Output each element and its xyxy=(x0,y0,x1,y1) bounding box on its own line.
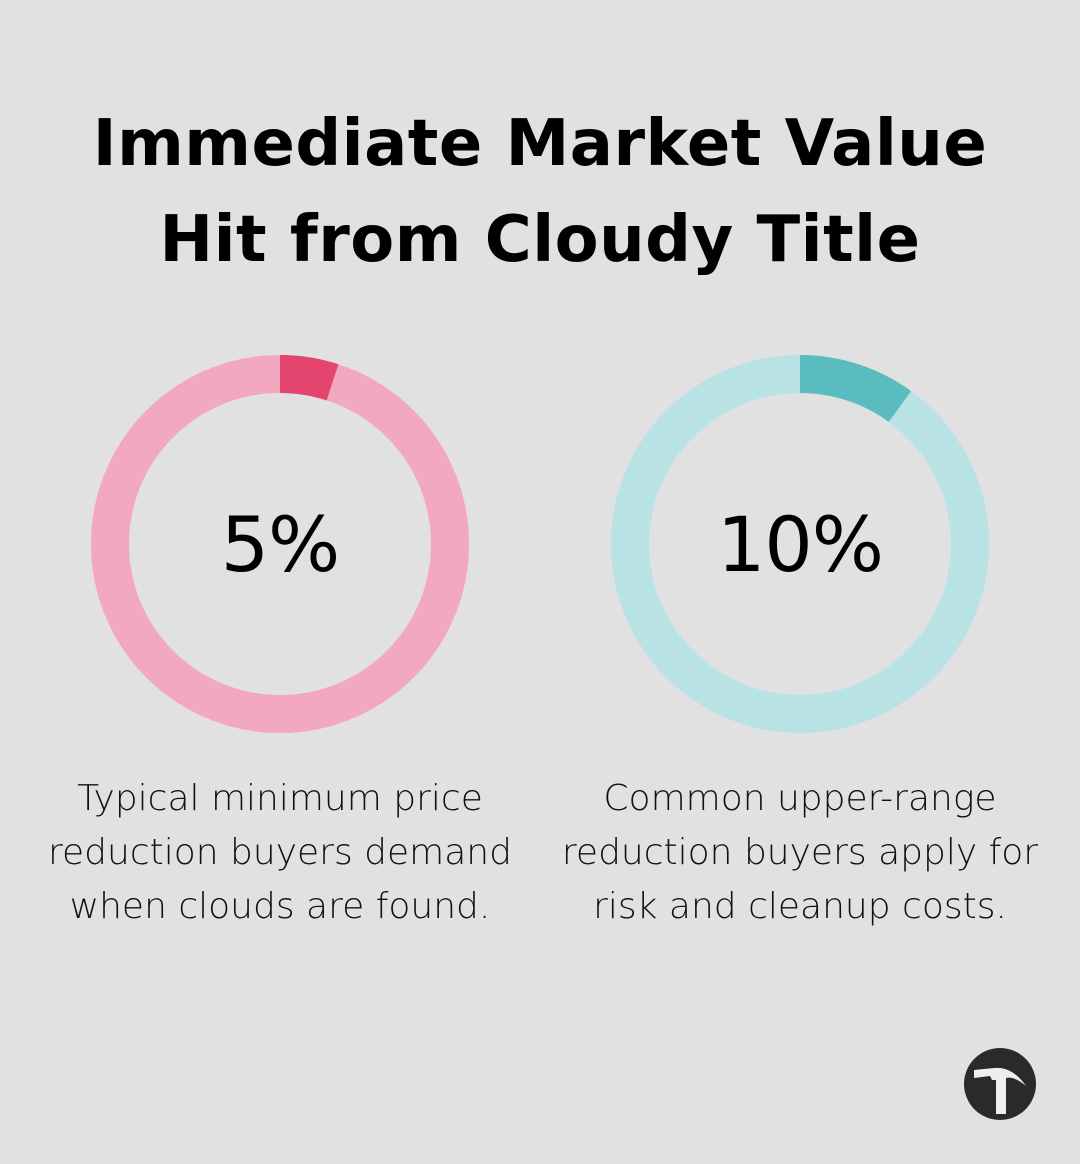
title-line-2: Hit from Cloudy Title xyxy=(159,203,921,277)
title-line-1: Immediate Market Value xyxy=(92,107,988,181)
donut-ring xyxy=(611,355,989,733)
stat-description: Common upper-range reduction buyers appl… xyxy=(561,778,1039,927)
donut-ring xyxy=(91,355,469,733)
stat-value: 5% xyxy=(220,499,341,589)
donut-chart-5-percent: 5% xyxy=(91,355,469,733)
stat-description: Typical minimum price reduction buyers d… xyxy=(48,778,512,927)
page-title: Immediate Market Value Hit from Cloudy T… xyxy=(0,96,1080,288)
hammer-icon xyxy=(964,1048,1036,1120)
donut-chart-10-percent: 10% xyxy=(611,355,989,733)
stat-value: 10% xyxy=(717,499,884,589)
